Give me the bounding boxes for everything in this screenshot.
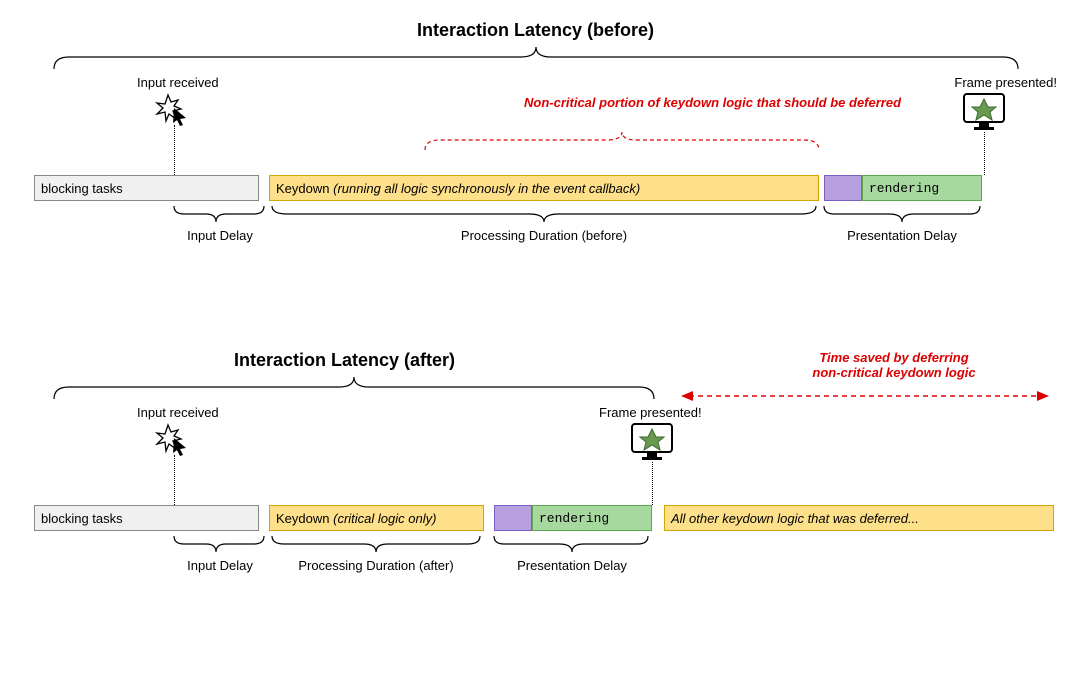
sub-input-delay: Input Delay [187,228,253,243]
monitor-icon-a [630,422,676,464]
sub-processing-a: Processing Duration (after) [298,558,453,573]
title-before: Interaction Latency (before) [24,20,1047,41]
monitor-icon [962,92,1008,134]
frame-presented-label-a: Frame presented! [599,405,702,420]
sub-processing: Processing Duration (before) [461,228,627,243]
block-blocking-a: blocking tasks [34,505,259,531]
block-purple-a [494,505,532,531]
block-blocking: blocking tasks [34,175,259,201]
brace-top-before [24,45,1048,71]
red-annot-after: Time saved by deferringnon-critical keyd… [749,350,1039,380]
timeline-before: blocking tasks Keydown (running all logi… [24,175,1048,203]
timeline-after: blocking tasks Keydown (critical logic o… [24,505,1048,533]
block-rendering: rendering [862,175,982,201]
dotted-line-input-a [174,455,175,505]
block-rendering-a: rendering [532,505,652,531]
sub-presentation-a: Presentation Delay [517,558,627,573]
diagram-before: Interaction Latency (before) Input recei… [24,20,1047,270]
sub-braces-before [24,204,1048,228]
block-purple [824,175,862,201]
sub-braces-after [24,534,1048,558]
click-burst-icon [154,92,194,126]
frame-presented-label: Frame presented! [954,75,1057,90]
red-annot-before: Non-critical portion of keydown logic th… [524,95,824,110]
block-keydown: Keydown (running all logic synchronously… [269,175,819,201]
diagram-after: Interaction Latency (after) Time saved b… [24,350,1047,600]
dotted-line-frame-a [652,462,653,505]
sub-input-delay-a: Input Delay [187,558,253,573]
dotted-line-input [174,125,175,175]
red-arrow-after [679,388,1059,404]
block-keydown-a: Keydown (critical logic only) [269,505,484,531]
click-burst-icon-a [154,422,194,456]
block-deferred: All other keydown logic that was deferre… [664,505,1054,531]
dotted-line-frame [984,132,985,175]
input-received-label-a: Input received [137,405,219,420]
red-brace-before [422,130,822,152]
input-received-label: Input received [137,75,219,90]
sub-presentation: Presentation Delay [847,228,957,243]
